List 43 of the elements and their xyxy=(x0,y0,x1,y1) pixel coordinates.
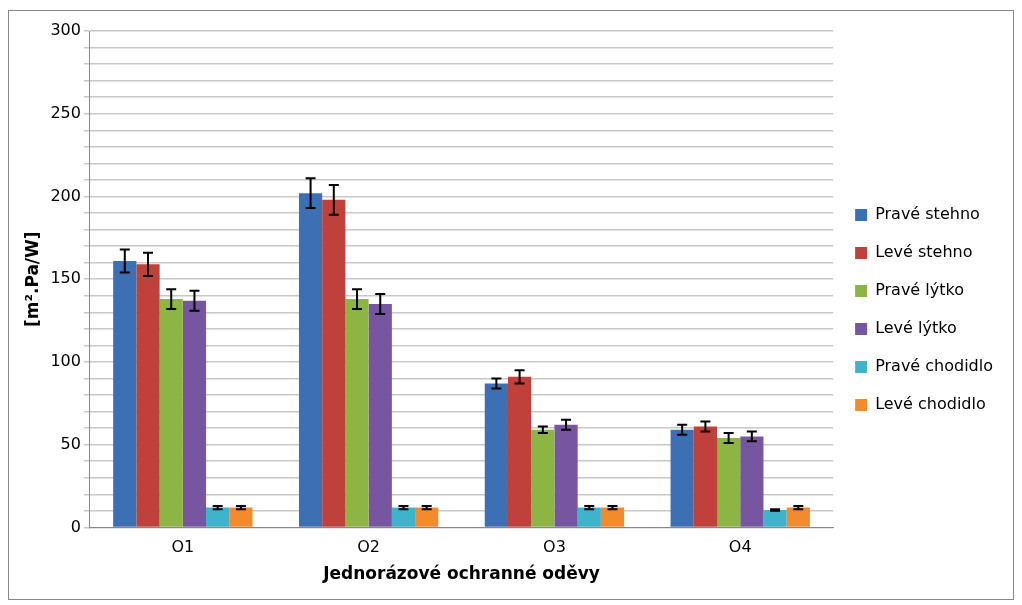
bar xyxy=(322,199,346,527)
bar xyxy=(484,383,508,527)
legend-label: Levé chodidlo xyxy=(875,394,986,414)
bar xyxy=(113,261,137,527)
y-tick-label: 250 xyxy=(50,102,81,122)
legend-label: Pravé stehno xyxy=(875,204,980,224)
legend-label: Pravé chodidlo xyxy=(875,356,994,376)
x-tick-label: O4 xyxy=(728,537,752,557)
bar xyxy=(670,429,694,527)
y-axis-title: [m².Pa/W] xyxy=(21,231,42,327)
bar xyxy=(136,264,160,527)
y-tick-label: 100 xyxy=(50,351,81,371)
bar xyxy=(507,376,532,527)
bar xyxy=(415,507,439,527)
bar xyxy=(693,426,718,527)
x-tick-label: O2 xyxy=(357,537,381,557)
y-tick-label: 200 xyxy=(50,185,81,205)
bar xyxy=(368,304,392,527)
bar xyxy=(600,507,625,527)
bar xyxy=(345,299,369,527)
bar xyxy=(786,507,810,527)
bar xyxy=(577,507,601,527)
bar xyxy=(229,507,253,527)
y-tick-label: 300 xyxy=(50,20,81,40)
bar xyxy=(531,429,555,527)
x-axis-title: Jednorázové ochranné oděvy xyxy=(322,563,600,584)
x-tick-label: O1 xyxy=(171,537,195,557)
bar xyxy=(740,436,764,527)
legend-label: Levé lýtko xyxy=(875,318,957,338)
bar xyxy=(554,424,578,527)
bar xyxy=(391,507,416,527)
y-tick-label: 150 xyxy=(50,268,81,288)
y-tick-label: 0 xyxy=(70,516,81,536)
bar xyxy=(206,507,230,527)
x-tick-label: O3 xyxy=(543,537,566,557)
bar xyxy=(182,300,207,527)
legend-label: Pravé lýtko xyxy=(875,280,964,300)
legend-label: Levé stehno xyxy=(875,242,973,262)
bar xyxy=(763,510,787,527)
bar xyxy=(298,193,323,527)
bar xyxy=(159,299,183,527)
y-tick-label: 50 xyxy=(60,433,81,453)
bar xyxy=(717,438,741,527)
